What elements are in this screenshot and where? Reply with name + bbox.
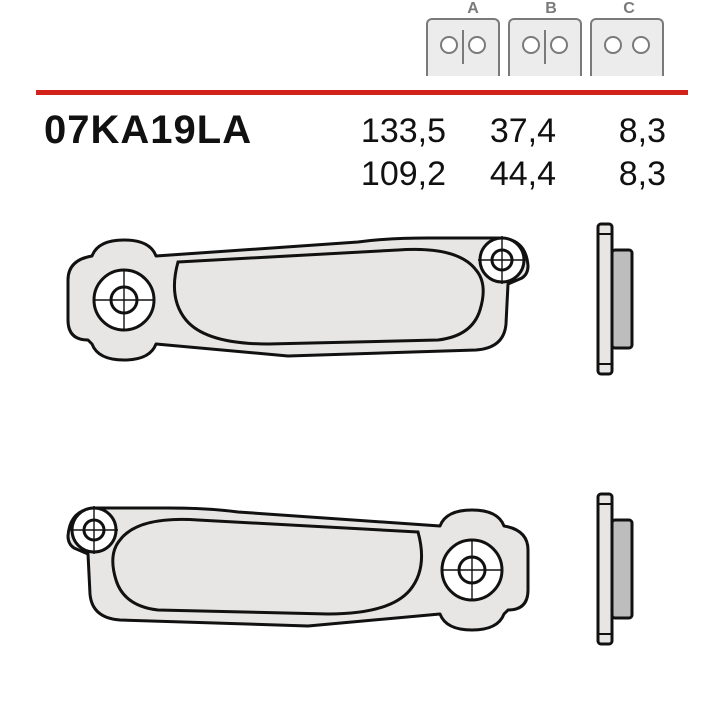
dim-key-b: B bbox=[516, 0, 586, 18]
dim-key-c: C bbox=[594, 0, 664, 18]
table-row: 133,5 37,4 8,3 bbox=[356, 110, 686, 153]
dim-c1: 8,3 bbox=[576, 110, 686, 153]
dim-a1: 133,5 bbox=[356, 110, 466, 153]
dim-key-a: A bbox=[438, 0, 508, 18]
pad-bottom-side bbox=[598, 494, 632, 644]
pad-top-side bbox=[598, 224, 632, 374]
pad-bottom-front bbox=[68, 506, 528, 630]
table-row: 109,2 44,4 8,3 bbox=[356, 153, 686, 196]
dim-a2: 109,2 bbox=[356, 153, 466, 196]
dimension-icon bbox=[590, 18, 664, 76]
dimension-table: 133,5 37,4 8,3 109,2 44,4 8,3 bbox=[356, 110, 686, 196]
dim-b2: 44,4 bbox=[466, 153, 576, 196]
drawings-svg bbox=[28, 210, 696, 696]
spec-sheet: A B C 07KA19LA 133,5 37,4 8,3 109,2 44,4… bbox=[0, 0, 724, 724]
dimension-icon bbox=[426, 18, 500, 76]
part-number: 07KA19LA bbox=[44, 108, 252, 153]
pad-top-front bbox=[68, 236, 528, 360]
dim-b1: 37,4 bbox=[466, 110, 576, 153]
dimension-key-icons bbox=[426, 18, 664, 76]
dimension-icon bbox=[508, 18, 582, 76]
dimension-key-labels: A B C bbox=[438, 0, 664, 18]
dim-c2: 8,3 bbox=[576, 153, 686, 196]
technical-drawings bbox=[28, 210, 696, 696]
separator-rule bbox=[36, 90, 688, 95]
